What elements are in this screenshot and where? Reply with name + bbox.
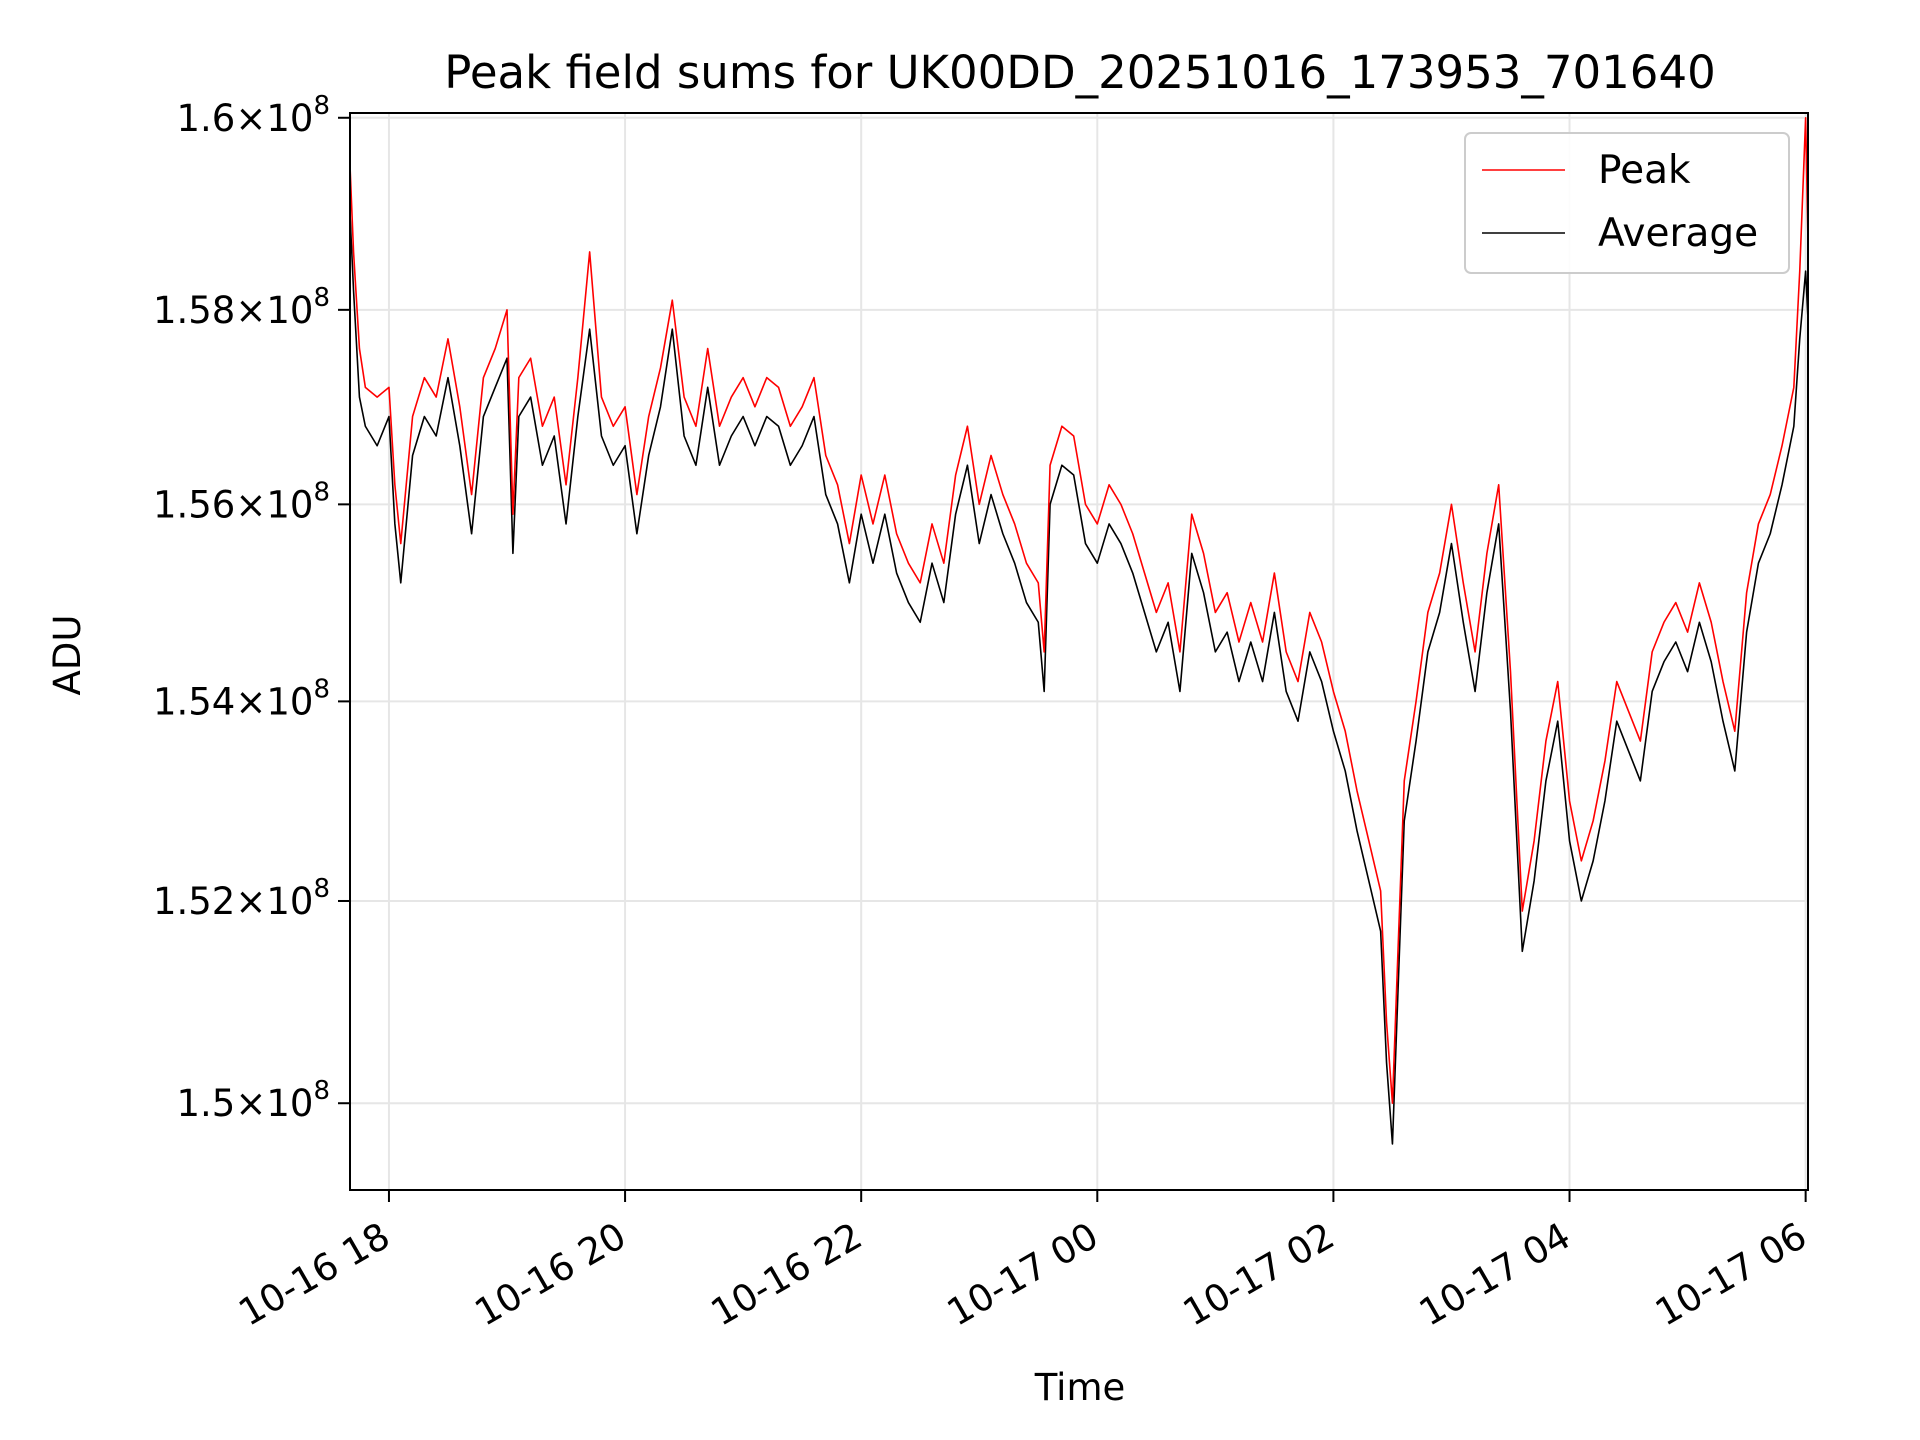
legend-peak-label: Peak — [1598, 148, 1691, 193]
y-tick-times: × — [235, 97, 266, 140]
y-tick-exponent: 8 — [313, 674, 330, 704]
y-axis-label: ADU — [46, 615, 89, 696]
y-tick-times: × — [235, 680, 266, 723]
y-tick-label: 1.5×108 — [177, 1076, 331, 1125]
legend: Peak Average — [1464, 132, 1790, 274]
y-tick-exponent: 8 — [313, 1076, 330, 1106]
y-tick-base: 10 — [266, 880, 313, 923]
legend-average-label: Average — [1598, 211, 1758, 256]
plot-frame — [349, 112, 1809, 1191]
x-axis-label: Time — [1034, 1366, 1126, 1409]
y-tick-exponent: 8 — [313, 874, 330, 904]
y-tick-label: 1.6×108 — [177, 91, 331, 140]
y-tick-base: 10 — [266, 289, 313, 332]
y-tick-mantissa: 1.5 — [177, 1082, 236, 1125]
y-tick-mantissa: 1.56 — [153, 483, 235, 526]
y-tick-times: × — [235, 880, 266, 923]
y-tick-label: 1.56×108 — [153, 477, 330, 526]
y-tick-times: × — [235, 289, 266, 332]
series-line-peak — [350, 116, 1808, 1105]
y-tick-exponent: 8 — [313, 283, 330, 313]
y-tick-mantissa: 1.6 — [177, 97, 236, 140]
y-tick-label: 1.52×108 — [153, 874, 330, 923]
y-tick-mantissa: 1.58 — [153, 289, 235, 332]
y-tick-label: 1.58×108 — [153, 283, 330, 332]
series-layer — [350, 116, 1808, 1145]
y-tick-times: × — [235, 1082, 266, 1125]
y-tick-base: 10 — [266, 680, 313, 723]
legend-box — [1464, 132, 1790, 274]
chart-title: Peak field sums for UK00DD_20251016_1739… — [444, 46, 1715, 99]
series-line-average — [350, 213, 1808, 1145]
y-tick-mantissa: 1.52 — [153, 880, 235, 923]
y-tick-base: 10 — [266, 97, 313, 140]
y-tick-label: 1.54×108 — [153, 674, 330, 723]
y-tick-exponent: 8 — [313, 477, 330, 507]
y-tick-mantissa: 1.54 — [153, 680, 235, 723]
y-tick-base: 10 — [266, 1082, 313, 1125]
y-tick-exponent: 8 — [313, 91, 330, 121]
y-tick-base: 10 — [266, 483, 313, 526]
y-tick-times: × — [235, 483, 266, 526]
